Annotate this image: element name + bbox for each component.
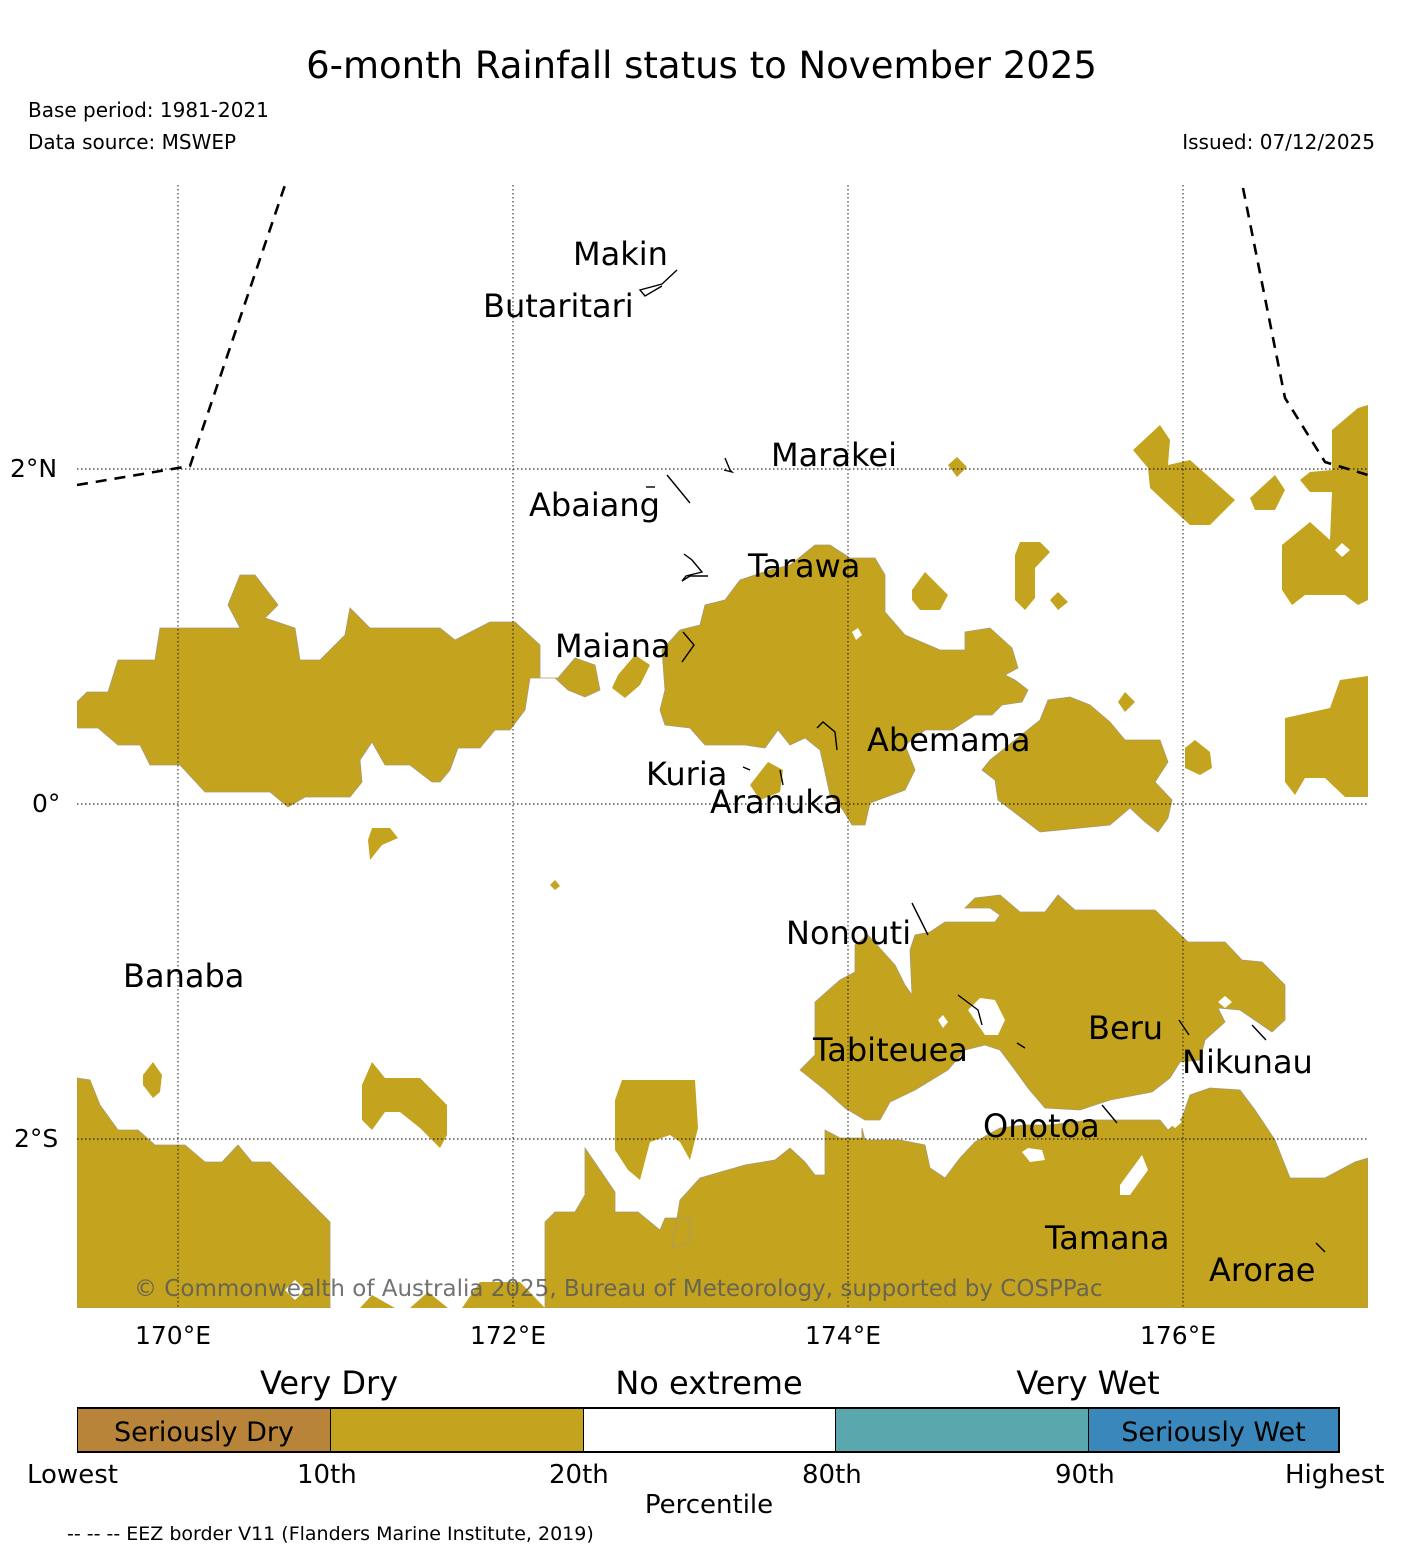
island-label-beru: Beru [1088, 1009, 1164, 1047]
lat-label-2n: 2°N [10, 454, 58, 483]
no-extreme-hole-6 [852, 628, 862, 640]
no-extreme-hole-8 [1218, 996, 1232, 1008]
dry-region-west-small-3 [362, 1062, 447, 1148]
colorbar-tick-10th: 10th [297, 1460, 357, 1490]
dry-region-ne-3 [1282, 405, 1368, 605]
colorbar-group-very-dry: Very Dry [259, 1364, 399, 1402]
copyright-notice: © Commonwealth of Australia 2025, Bureau… [134, 1276, 1103, 1302]
dry-region-south-main [544, 1087, 1368, 1308]
dry-region-kuria [750, 762, 783, 800]
lat-label-2s: 2°S [14, 1124, 59, 1153]
island-outlines [638, 269, 1326, 1253]
dry-region-marakei-east [912, 572, 948, 610]
dry-region-north-band [77, 574, 601, 808]
lon-label-170e: 170°E [135, 1321, 212, 1350]
colorbar-group-no-extreme: No extreme [615, 1364, 803, 1402]
dry-region-speck [1118, 692, 1135, 712]
dry-region-east-blob [981, 696, 1173, 833]
colorbar-segment-seriously-wet: Seriously Wet [1088, 1407, 1340, 1453]
island-label-banaba: Banaba [123, 957, 245, 995]
base-period-text: Base period: 1981-2021 [28, 98, 269, 122]
lon-label-176e: 176°E [1140, 1321, 1217, 1350]
island-label-abemama: Abemama [867, 721, 1031, 759]
island-label-abaiang: Abaiang [529, 486, 660, 524]
no-extreme-hole-2 [1022, 1148, 1045, 1162]
dry-region-small-north [612, 655, 650, 698]
colorbar-tick-20th: 20th [549, 1460, 609, 1490]
colorbar-axis-label: Percentile [644, 1490, 774, 1520]
dry-region-east-edge [1285, 676, 1368, 797]
island-label-makin: Makin [573, 235, 668, 273]
island-label-kuria: Kuria [646, 755, 728, 793]
colorbar-segment-label: Seriously Wet [1121, 1417, 1306, 1448]
lat-label-0: 0° [32, 789, 61, 818]
lon-label-172e: 172°E [470, 1321, 547, 1350]
dry-region-speck-2 [550, 880, 560, 890]
no-extreme-hole-9 [285, 1280, 305, 1300]
colorbar-group-very-wet: Very Wet [1016, 1364, 1160, 1402]
dry-region-ne-1 [1133, 425, 1235, 525]
gridlines [77, 185, 1368, 1308]
dry-region-ne-5 [1050, 592, 1068, 610]
dry-region-south-west [77, 1077, 331, 1308]
dry-region-south-isles [615, 1080, 698, 1180]
dry-region-east-small [1185, 740, 1212, 775]
no-extreme-hole-4 [1168, 1115, 1182, 1128]
dry-region-southeast [799, 894, 1286, 1121]
lon-label-174e: 174°E [805, 1321, 882, 1350]
colorbar-tick-lowest: Lowest [27, 1460, 118, 1490]
no-extreme-hole-7 [1335, 543, 1350, 557]
colorbar-segment-very-dry [330, 1407, 583, 1453]
dry-region-west-small-1 [368, 828, 398, 860]
island-label-onotoa: Onotoa [983, 1107, 1100, 1145]
island-label-marakei: Marakei [771, 436, 897, 474]
island-label-tamana: Tamana [1045, 1219, 1170, 1257]
colorbar-tick-highest: Highest [1285, 1460, 1385, 1490]
island-label-butaritari: Butaritari [483, 287, 634, 325]
no-extreme-hole-3 [1120, 1155, 1148, 1195]
dry-region-ne-6 [948, 457, 967, 477]
island-label-arorae: Arorae [1209, 1251, 1316, 1289]
dry-region-ne-2 [1250, 475, 1285, 510]
no-extreme-hole-1 [968, 998, 1005, 1035]
dry-region-south-west-strip [360, 1282, 545, 1308]
eez-border-note: -- -- -- EEZ border V11 (Flanders Marine… [67, 1523, 594, 1545]
island-label-maiana: Maiana [555, 627, 671, 665]
dry-region-central-block [659, 544, 1029, 826]
colorbar-segment-very-wet [835, 1407, 1088, 1453]
colorbar-segment-label: Seriously Dry [114, 1417, 294, 1448]
colorbar-tick-80th: 80th [802, 1460, 862, 1490]
no-extreme-hole-5 [938, 1015, 948, 1028]
colorbar-segment-seriously-dry: Seriously Dry [77, 1407, 330, 1453]
data-source-text: Data source: MSWEP [28, 130, 237, 154]
map-title: 6-month Rainfall status to November 2025 [306, 44, 1097, 87]
very-dry-regions [77, 405, 1368, 1308]
colorbar-tick-90th: 90th [1055, 1460, 1115, 1490]
island-label-aranuka: Aranuka [710, 783, 843, 821]
island-label-nonouti: Nonouti [786, 914, 912, 952]
island-label-tabiteuea: Tabiteuea [813, 1031, 968, 1069]
colorbar-segment-no-extreme [583, 1407, 835, 1453]
eez-border [76, 184, 1369, 487]
dry-region-ne-4 [1015, 542, 1050, 610]
dry-region-west-small-2 [143, 1062, 162, 1098]
issued-date-text: Issued: 07/12/2025 [1182, 130, 1375, 154]
island-label-nikunau: Nikunau [1182, 1043, 1313, 1081]
island-label-tarawa: Tarawa [748, 547, 861, 585]
